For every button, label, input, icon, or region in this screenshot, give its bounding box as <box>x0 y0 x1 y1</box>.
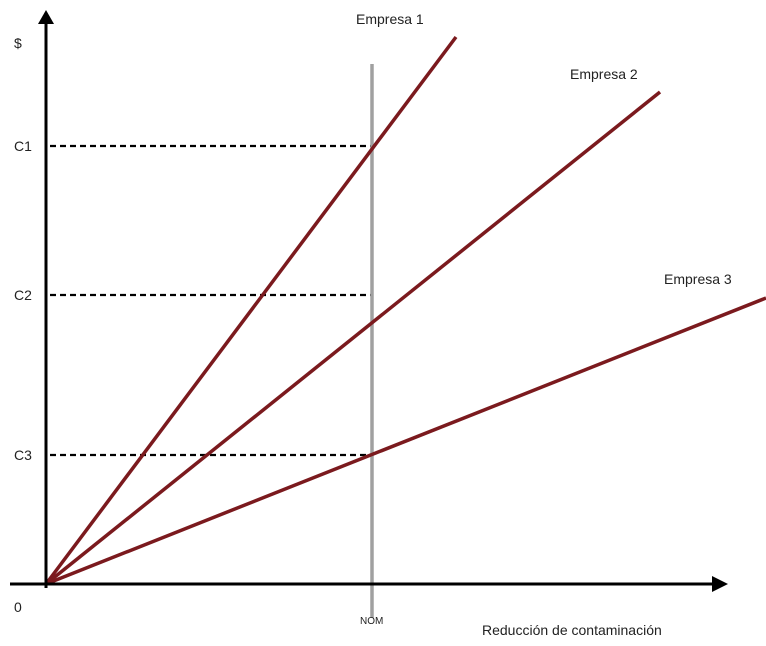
line-empresa-3 <box>45 296 766 586</box>
level-label-c2: C2 <box>14 287 32 303</box>
x-axis-arrow-icon <box>712 576 728 592</box>
line-label-empresa-1: Empresa 1 <box>356 11 424 27</box>
line-label-empresa-3: Empresa 3 <box>664 271 732 287</box>
line-empresa-1 <box>44 35 458 586</box>
x-axis-label: Reducción de contaminación <box>482 622 662 638</box>
origin-label: 0 <box>14 599 22 615</box>
y-axis-label: $ <box>14 35 22 51</box>
nom-label: NOM <box>360 616 383 627</box>
line-empresa-2 <box>44 90 662 586</box>
y-axis-arrow-icon <box>38 10 54 24</box>
level-label-c3: C3 <box>14 447 32 463</box>
line-label-empresa-2: Empresa 2 <box>570 66 638 82</box>
level-label-c1: C1 <box>14 138 32 154</box>
